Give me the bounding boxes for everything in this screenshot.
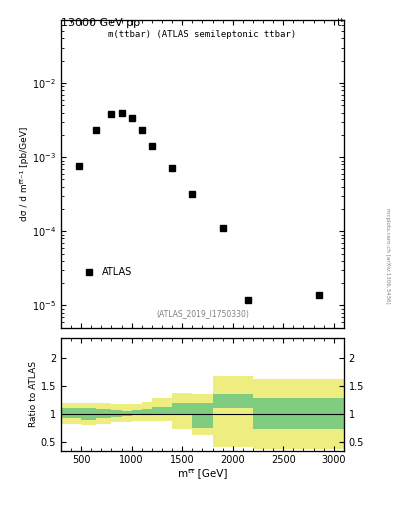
Text: tᵗ: tᵗ [336, 18, 344, 28]
X-axis label: mᵗᵗ̅ [GeV]: mᵗᵗ̅ [GeV] [178, 468, 227, 478]
Y-axis label: Ratio to ATLAS: Ratio to ATLAS [29, 361, 38, 427]
Text: m(ttbar) (ATLAS semileptonic ttbar): m(ttbar) (ATLAS semileptonic ttbar) [108, 30, 296, 39]
Text: ATLAS: ATLAS [102, 267, 132, 278]
Text: 13000 GeV pp: 13000 GeV pp [61, 18, 140, 28]
Text: (ATLAS_2019_I1750330): (ATLAS_2019_I1750330) [156, 309, 249, 318]
Text: mcplots.cern.ch [arXiv:1306.3436]: mcplots.cern.ch [arXiv:1306.3436] [385, 208, 389, 304]
Y-axis label: dσ / d mᵗᵗ̅⁻¹ [pb/GeV]: dσ / d mᵗᵗ̅⁻¹ [pb/GeV] [20, 127, 29, 221]
